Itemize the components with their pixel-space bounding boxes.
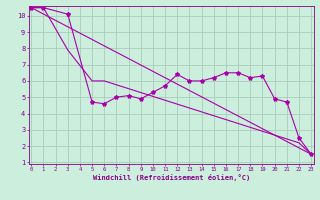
X-axis label: Windchill (Refroidissement éolien,°C): Windchill (Refroidissement éolien,°C): [92, 174, 250, 181]
